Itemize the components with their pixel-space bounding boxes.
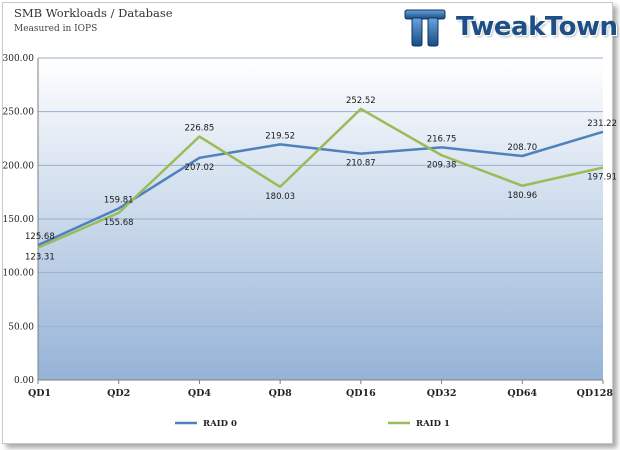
x-tick-label: QD64 [507,388,537,399]
data-label: 226.85 [185,124,215,134]
tweaktown-logo-mark-icon [404,9,446,47]
data-label: 231.22 [587,119,617,129]
legend-label: RAID 1 [416,419,450,429]
data-label: 197.91 [587,173,617,183]
y-tick-label: 50.00 [8,322,34,332]
tweaktown-logo: TweakTown [402,4,618,50]
chart-title: SMB Workloads / Database [14,6,173,20]
x-tick-label: QD2 [107,388,130,399]
data-labels: 125.68 159.81 207.02 219.52 210.87 216.75 208.… [25,96,617,263]
data-label: 125.68 [25,232,55,242]
y-tick-label: 0.00 [14,376,34,386]
data-label: 159.81 [104,195,134,205]
legend: RAID 0 RAID 1 [175,419,450,429]
logo-text: TweakTown [456,12,618,42]
x-axis-ticks: QD1 QD2 QD4 QD8 QD16 QD32 QD64 QD128 [28,380,613,399]
data-label: 155.68 [104,218,134,228]
legend-label: RAID 0 [203,419,237,429]
y-tick-label: 250.00 [3,108,35,118]
data-label: 210.87 [346,159,376,169]
data-label: 208.70 [507,143,537,153]
y-tick-label: 150.00 [3,215,35,225]
chart-subtitle: Measured in IOPS [14,24,98,34]
x-tick-label: QD1 [28,388,51,399]
data-label: 209.38 [427,160,457,170]
series-line-raid-1 [37,107,604,249]
gridlines [37,57,603,381]
data-label: 180.03 [265,192,295,202]
x-tick-label: QD8 [269,388,293,399]
y-tick-label: 100.00 [3,269,35,279]
x-tick-label: QD16 [346,388,376,399]
y-tick-label: 300.00 [3,54,35,64]
y-axis-ticks: 0.00 50.00 100.00 150.00 200.00 250.00 300.00 [3,54,35,386]
data-label: 207.02 [185,163,215,173]
x-tick-label: QD32 [427,388,457,399]
y-tick-label: 200.00 [3,161,35,171]
data-label: 216.75 [427,134,457,144]
data-label: 180.96 [507,191,537,201]
data-label: 252.52 [346,96,376,106]
data-label: 219.52 [265,131,295,141]
data-label: 123.31 [25,253,55,263]
x-tick-label: QD4 [188,388,212,399]
x-tick-label: QD128 [577,388,614,399]
series-lines [37,107,604,249]
